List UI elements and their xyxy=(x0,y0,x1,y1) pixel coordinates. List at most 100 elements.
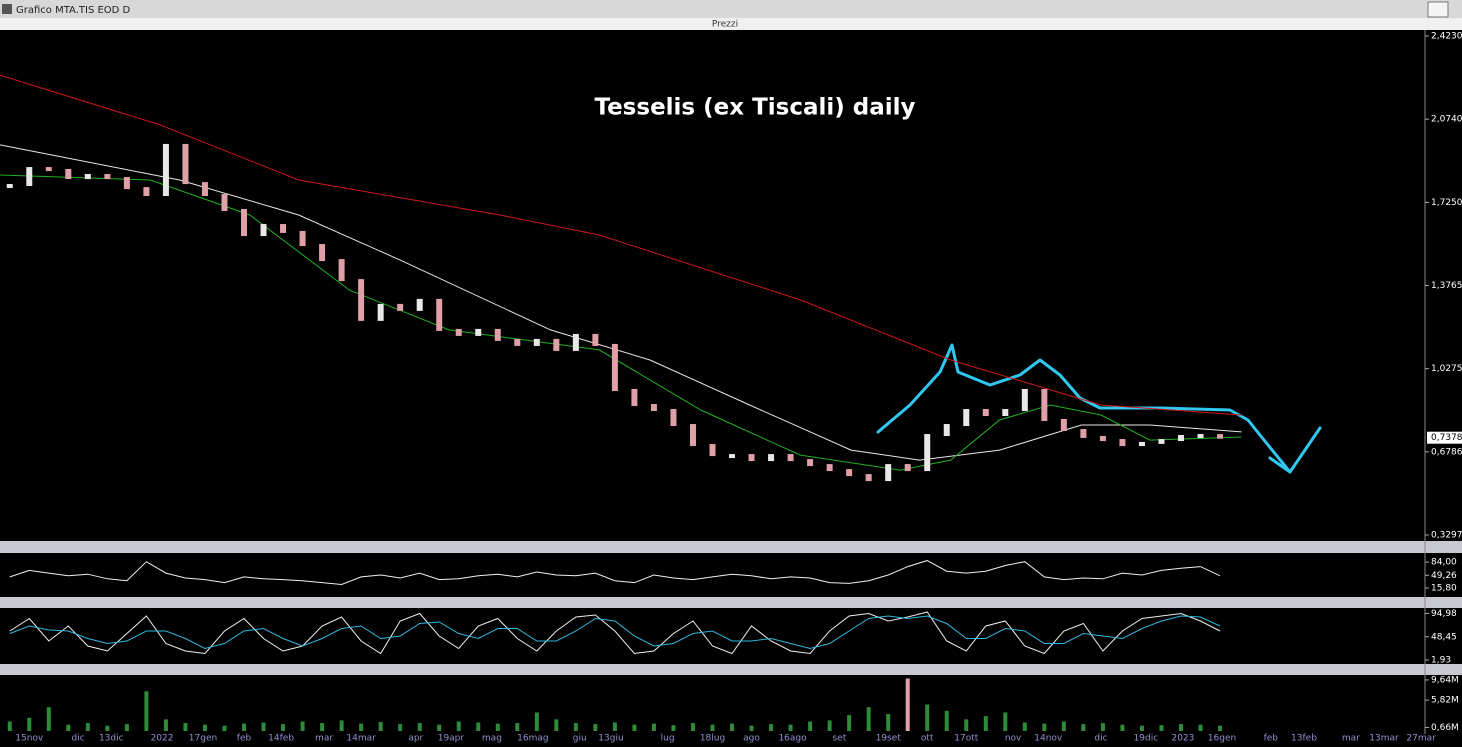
volume-bar xyxy=(593,724,598,731)
candle xyxy=(787,454,794,462)
y-tick-label: 2,0740 xyxy=(1431,115,1462,125)
volume-bar xyxy=(925,704,930,731)
candle xyxy=(689,424,696,447)
volume-bar xyxy=(66,724,71,731)
volume-bar xyxy=(417,723,422,731)
volume-bar xyxy=(944,710,949,731)
x-tick-label: feb xyxy=(237,734,252,744)
candle xyxy=(397,303,404,311)
candle xyxy=(553,338,560,351)
volume-bar xyxy=(27,717,32,731)
volume-bar xyxy=(964,719,969,731)
volume-bar xyxy=(320,723,325,731)
volume-bar xyxy=(85,723,90,731)
candle xyxy=(338,259,345,282)
candle xyxy=(982,409,989,417)
candle xyxy=(768,454,775,462)
panel-title: Prezzi xyxy=(712,20,738,30)
volume-bar xyxy=(456,721,461,731)
candle xyxy=(807,459,814,467)
window-icon xyxy=(2,4,12,14)
candle xyxy=(924,434,931,472)
candle xyxy=(865,474,872,482)
volume-bar xyxy=(554,719,559,731)
volume-bar xyxy=(1022,722,1027,731)
x-tick-label: 13giu xyxy=(598,734,623,744)
y-tick-label: 1,0275 xyxy=(1431,364,1462,374)
volume-bar xyxy=(105,725,110,731)
candle xyxy=(1138,441,1145,447)
x-tick-label: 15nov xyxy=(15,734,44,744)
volume-bar xyxy=(261,722,266,731)
volume-bar xyxy=(398,724,403,731)
x-tick-label: lug xyxy=(661,734,675,744)
volume-bar xyxy=(124,724,129,731)
y-tick-label: 5,82M xyxy=(1431,696,1459,706)
volume-bar xyxy=(1198,724,1203,731)
candle xyxy=(1080,429,1087,438)
volume-bar xyxy=(690,723,695,731)
x-tick-label: nov xyxy=(1005,734,1022,744)
candle xyxy=(162,143,169,196)
volume-bar xyxy=(339,720,344,731)
candle xyxy=(45,167,52,172)
x-tick-label: 13dic xyxy=(99,734,124,744)
volume-bar xyxy=(632,724,637,731)
candle xyxy=(1119,439,1126,447)
candle xyxy=(611,343,618,391)
volume-bar xyxy=(46,707,51,731)
candle xyxy=(241,209,248,237)
volume-bar xyxy=(827,720,832,731)
x-tick-label: 19dic xyxy=(1134,734,1159,744)
candle xyxy=(943,424,950,437)
volume-bar xyxy=(1003,712,1008,731)
x-tick-label: 14mar xyxy=(346,734,376,744)
candle xyxy=(729,454,736,459)
volume-bar xyxy=(730,723,735,731)
candle xyxy=(104,173,111,180)
x-tick-label: 14feb xyxy=(268,734,294,744)
x-tick-label: 16gen xyxy=(1208,734,1236,744)
x-tick-label: 14nov xyxy=(1034,734,1063,744)
moving-average xyxy=(0,144,1242,461)
x-tick-label: 2022 xyxy=(151,734,174,744)
volume-bar xyxy=(769,724,774,731)
candle xyxy=(1021,388,1028,412)
volume-bar xyxy=(1081,724,1086,731)
candle xyxy=(904,464,911,472)
volume-bar xyxy=(495,723,500,731)
volume-bar xyxy=(281,724,286,731)
x-tick-label: feb xyxy=(1264,734,1279,744)
candle xyxy=(826,464,833,472)
candle xyxy=(1177,435,1184,442)
candle xyxy=(1002,409,1009,417)
y-tick-label: 48,45 xyxy=(1431,632,1457,642)
y-tick-label: 1,93 xyxy=(1431,656,1451,666)
volume-bar xyxy=(905,678,910,731)
candle xyxy=(631,388,638,407)
volume-bar xyxy=(886,714,891,731)
oscillator-line xyxy=(9,615,1221,650)
candle xyxy=(455,328,462,336)
candle xyxy=(1041,388,1048,422)
candle xyxy=(260,224,267,237)
volume-bar xyxy=(1159,725,1164,731)
y-tick-label: 49,26 xyxy=(1431,571,1457,581)
candle xyxy=(1099,435,1106,442)
last-price-label: 0,7378 xyxy=(1431,433,1462,443)
x-tick-label: 13mar xyxy=(1369,734,1399,744)
volume-bar xyxy=(437,724,442,731)
maximize-button[interactable] xyxy=(1427,1,1449,18)
candle xyxy=(650,404,657,412)
candle xyxy=(26,167,33,186)
x-tick-label: ott xyxy=(921,734,934,744)
candle xyxy=(358,279,365,321)
chart-title: Tesselis (ex Tiscali) daily xyxy=(594,95,915,121)
candle xyxy=(572,333,579,351)
volume-bar xyxy=(671,725,676,731)
window-title: Grafico MTA.TIS EOD D xyxy=(16,5,131,16)
candle xyxy=(533,338,540,346)
volume-bar xyxy=(7,721,12,731)
candle xyxy=(123,177,130,190)
